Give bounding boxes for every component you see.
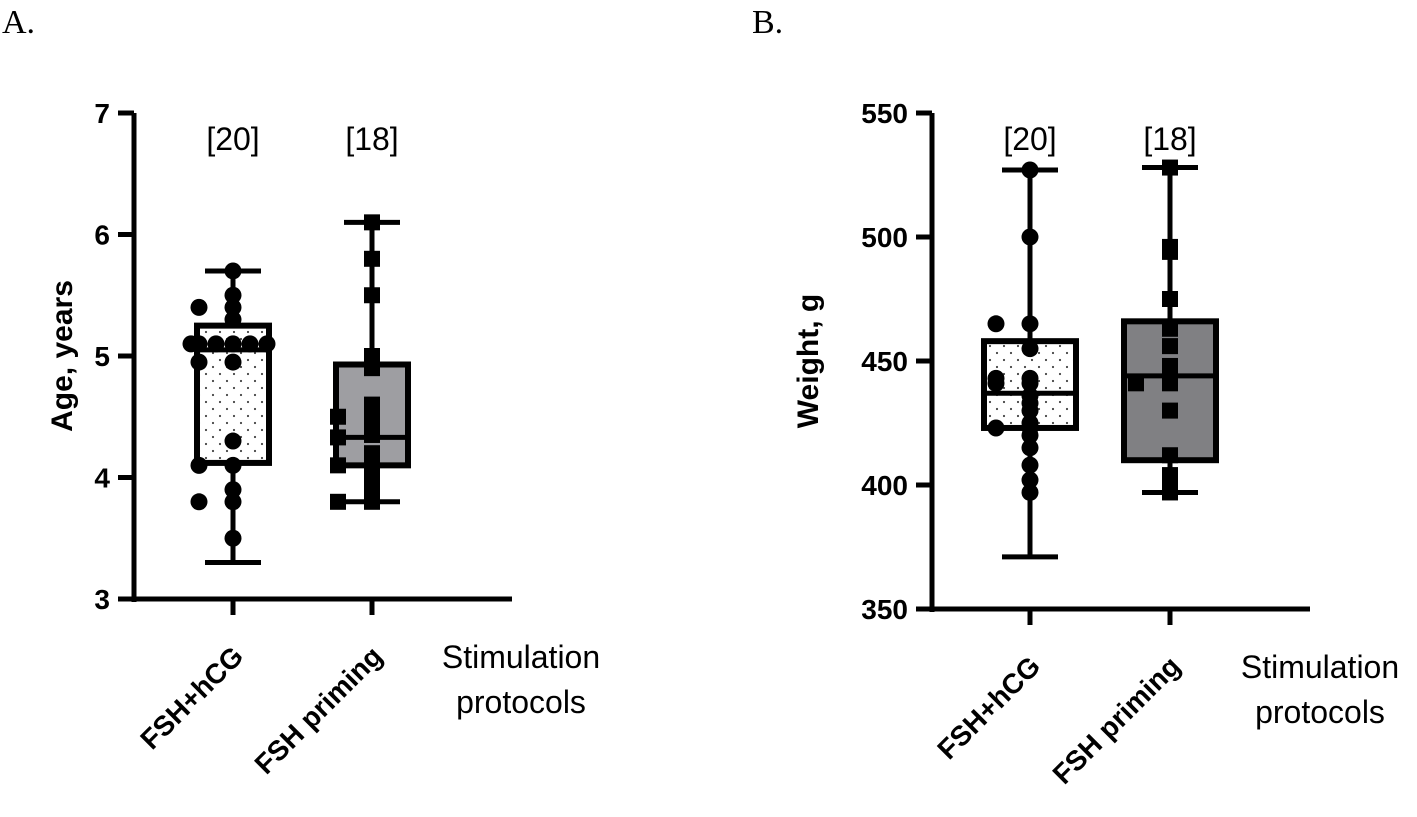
- category-label: FSH+hCG: [134, 640, 249, 755]
- data-point: [190, 298, 208, 316]
- data-point: [330, 408, 346, 425]
- data-point: [224, 311, 242, 329]
- data-point: [330, 457, 346, 474]
- data-point: [224, 456, 242, 474]
- sample-size-label: [18]: [1143, 121, 1196, 157]
- data-point: [1162, 338, 1178, 355]
- data-point: [224, 353, 242, 371]
- data-point: [364, 426, 380, 443]
- panel-label: A.: [2, 4, 35, 41]
- data-point: [987, 374, 1005, 392]
- data-point: [364, 360, 380, 377]
- y-tick-label: 3: [94, 584, 110, 615]
- data-point: [1021, 315, 1039, 333]
- data-point: [1162, 447, 1178, 464]
- x-axis-title: protocols: [1255, 694, 1385, 730]
- y-tick-label: 4: [94, 463, 110, 494]
- data-point: [364, 250, 380, 267]
- data-point: [1021, 161, 1039, 179]
- data-point: [364, 457, 380, 474]
- box-group-1: [330, 214, 411, 510]
- data-point: [1021, 402, 1039, 420]
- y-tick-label: 6: [94, 220, 110, 251]
- data-point: [207, 335, 225, 353]
- box-plot-age: 3 4 5 6 7 Age, years Stimulation protocols FSH+h…: [46, 98, 600, 780]
- box-group-1: [1121, 159, 1219, 501]
- data-point: [987, 419, 1005, 437]
- data-point: [1162, 159, 1178, 176]
- y-tick-label: 450: [861, 346, 908, 377]
- data-point: [1021, 483, 1039, 501]
- data-point: [190, 353, 208, 371]
- data-point: [364, 348, 380, 364]
- panel-label: B.: [752, 4, 783, 41]
- data-point: [224, 262, 242, 280]
- data-point: [364, 445, 380, 462]
- data-point: [1162, 484, 1178, 501]
- category-label: FSH priming: [249, 640, 389, 780]
- data-point: [190, 456, 208, 474]
- data-point: [1162, 291, 1178, 307]
- data-point: [364, 493, 380, 510]
- data-point: [224, 298, 242, 316]
- data-point: [1162, 467, 1178, 484]
- data-point: [1162, 320, 1178, 337]
- y-tick-label: 500: [861, 222, 908, 253]
- box-group-0: [981, 161, 1079, 560]
- data-point: [330, 493, 346, 510]
- y-axis-title: Weight, g: [792, 294, 825, 428]
- x-axis-title: Stimulation: [442, 639, 600, 675]
- panel-b: B. 350 400 450 500 550 Weight, g Stimulation pr…: [752, 4, 1399, 790]
- data-point: [1162, 375, 1178, 392]
- data-point: [258, 335, 276, 353]
- data-point: [1162, 243, 1178, 260]
- data-point: [224, 432, 242, 450]
- x-axis-title: Stimulation: [1241, 649, 1399, 685]
- sample-size-label: [20]: [1003, 121, 1056, 157]
- box-plot-weight: 350 400 450 500 550 Weight, g Stimulation proto…: [792, 98, 1399, 790]
- data-point: [224, 286, 242, 304]
- data-point: [224, 529, 242, 547]
- data-point: [190, 493, 208, 511]
- y-tick-label: 7: [94, 98, 110, 129]
- data-point: [1021, 374, 1039, 392]
- y-axis-title: Age, years: [46, 280, 79, 432]
- data-point: [224, 493, 242, 511]
- data-point: [364, 481, 380, 498]
- y-tick-label: 550: [861, 98, 908, 129]
- data-point: [1021, 456, 1039, 474]
- data-point: [241, 335, 259, 353]
- y-tick-label: 350: [861, 594, 908, 625]
- data-point: [1021, 471, 1039, 489]
- y-tick-label: 400: [861, 470, 908, 501]
- sample-size-label: [20]: [206, 121, 259, 157]
- data-point: [1021, 228, 1039, 246]
- sample-size-label: [18]: [345, 121, 398, 157]
- data-point: [364, 469, 380, 486]
- data-point: [364, 396, 380, 413]
- y-tick-label: 5: [94, 341, 110, 372]
- data-point: [364, 408, 380, 425]
- data-point: [1021, 340, 1039, 358]
- data-point: [1021, 439, 1039, 457]
- data-point: [224, 481, 242, 499]
- data-point: [364, 214, 380, 231]
- panel-a: A. 3 4 5 6 7 Age, years Stimulation protocols FS…: [2, 4, 600, 780]
- data-point: [1128, 375, 1144, 392]
- data-point: [364, 287, 380, 304]
- data-point: [987, 315, 1005, 333]
- category-label: FSH+hCG: [931, 650, 1046, 765]
- data-point: [1021, 426, 1039, 444]
- box-group-0: [182, 262, 276, 566]
- x-axis-title: protocols: [456, 684, 586, 720]
- data-point: [182, 335, 200, 353]
- data-point: [1162, 402, 1178, 419]
- category-label: FSH priming: [1047, 650, 1187, 790]
- data-point: [330, 429, 346, 446]
- data-point: [224, 335, 242, 353]
